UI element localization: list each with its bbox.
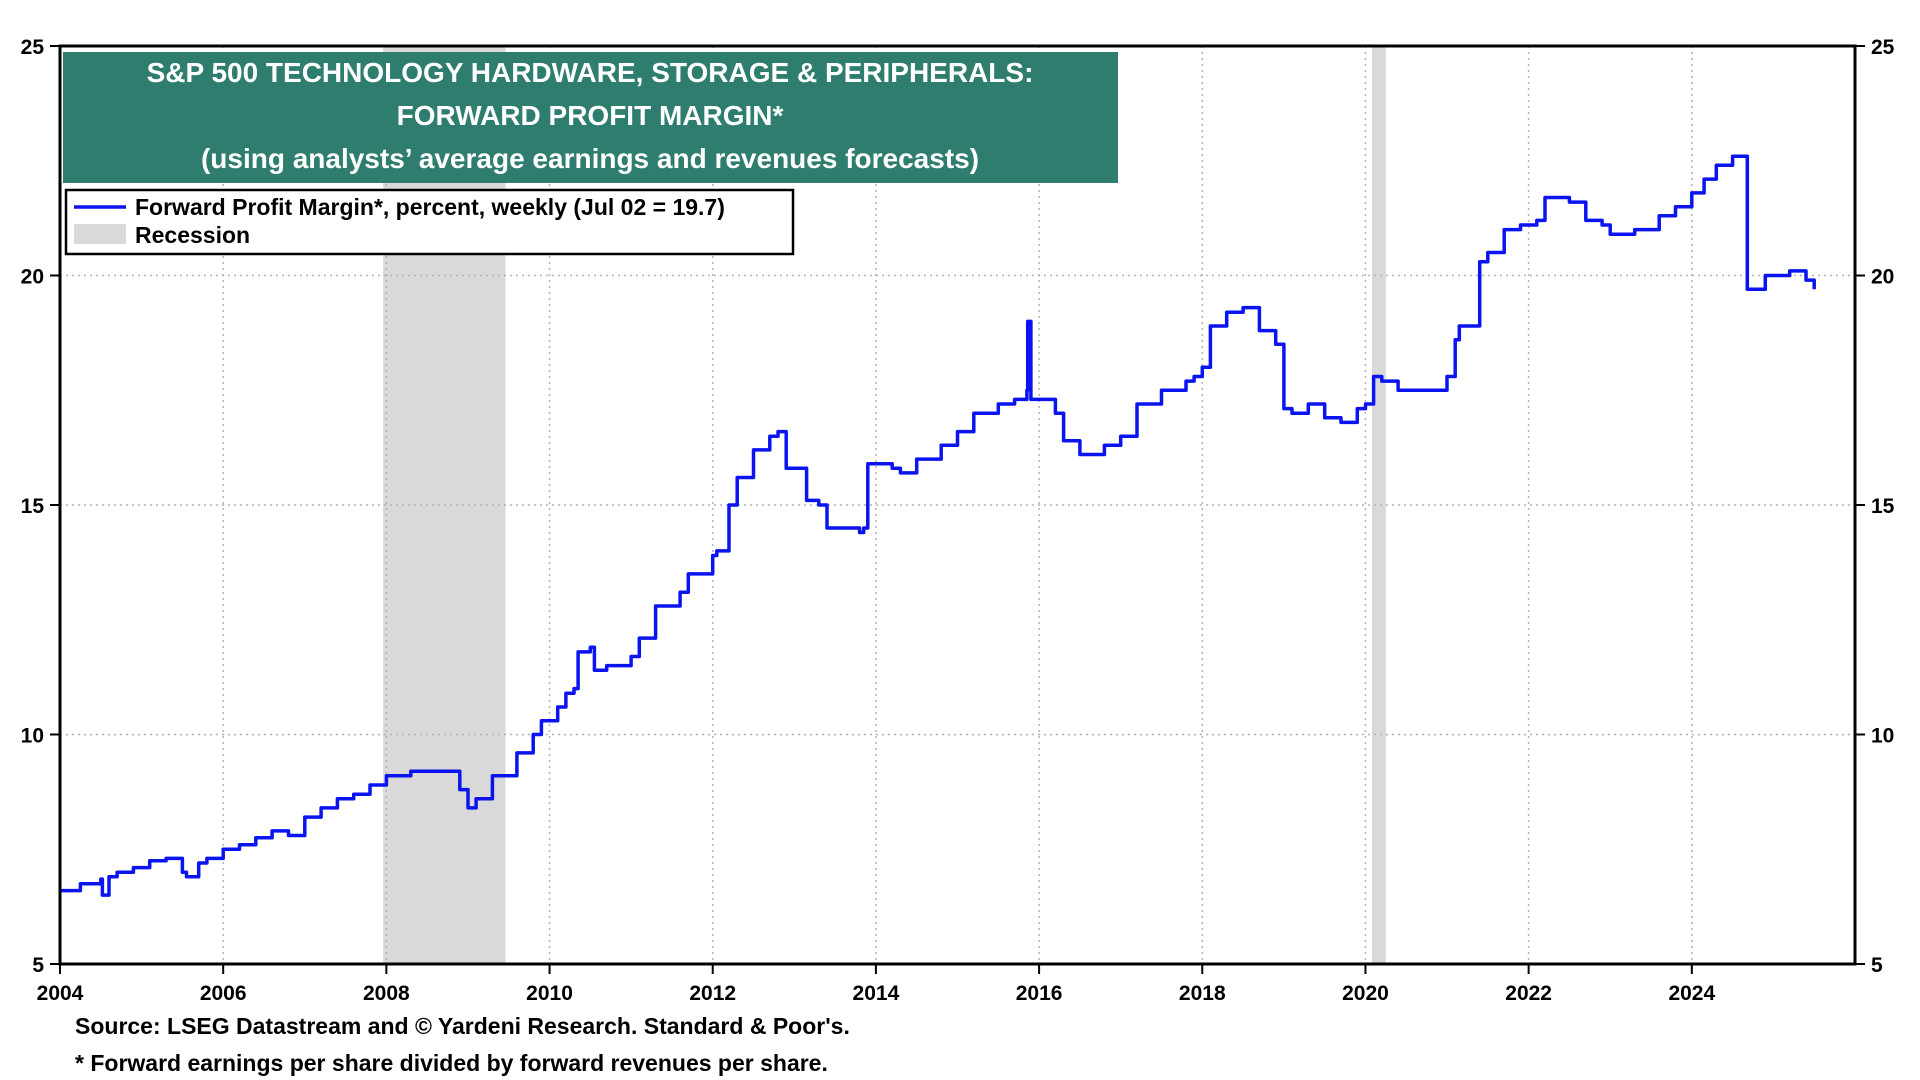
chart-title-line-2: FORWARD PROFIT MARGIN*	[397, 100, 784, 131]
y-left-tick-label-2: 15	[21, 495, 45, 518]
tick-layer: 2004 2006 2008 2010 2012 2014 2016 2018 2020 2022…	[21, 36, 1895, 1005]
x-tick-label-0: 2004	[37, 982, 84, 1005]
x-tick-label-9: 2022	[1505, 982, 1552, 1005]
title-box: S&P 500 TECHNOLOGY HARDWARE, STORAGE & P…	[63, 52, 1118, 183]
legend-series-label: Forward Profit Margin*, percent, weekly …	[135, 194, 725, 220]
x-tick-label-3: 2010	[526, 982, 573, 1005]
y-right-tick-label-4: 25	[1871, 36, 1895, 59]
x-tick-label-4: 2012	[689, 982, 736, 1005]
legend-recession-swatch	[74, 224, 126, 244]
y-left-tick-label-0: 5	[32, 954, 44, 977]
x-tick-label-10: 2024	[1668, 982, 1715, 1005]
grid-layer	[60, 46, 1855, 964]
x-tick-label-8: 2020	[1342, 982, 1389, 1005]
y-right-tick-label-1: 10	[1871, 725, 1894, 748]
y-left-tick-label-1: 10	[21, 725, 44, 748]
recession-layer	[383, 46, 1386, 964]
legend-box	[64, 188, 795, 256]
series-line-0	[60, 154, 1816, 897]
title-box-background	[63, 52, 1118, 183]
chart-title-line-1: S&P 500 TECHNOLOGY HARDWARE, STORAGE & P…	[147, 57, 1034, 88]
definition-footnote: * Forward earnings per share divided by …	[75, 1050, 828, 1076]
x-tick-label-5: 2014	[853, 982, 900, 1005]
y-left-tick-label-3: 20	[21, 266, 44, 289]
y-left-tick-label-4: 25	[21, 36, 45, 59]
x-tick-label-2: 2008	[363, 982, 410, 1005]
x-tick-label-7: 2018	[1179, 982, 1226, 1005]
y-right-tick-label-2: 15	[1871, 495, 1895, 518]
legend: Forward Profit Margin*, percent, weekly …	[64, 188, 795, 256]
y-right-tick-label-0: 5	[1871, 954, 1883, 977]
x-tick-label-6: 2016	[1016, 982, 1063, 1005]
source-footnote: Source: LSEG Datastream and © Yardeni Re…	[75, 1013, 850, 1039]
legend-recession-label: Recession	[135, 222, 250, 248]
series-layer	[60, 154, 1816, 897]
x-tick-label-1: 2006	[200, 982, 247, 1005]
y-right-tick-label-3: 20	[1871, 266, 1894, 289]
chart-title-line-3: (using analysts’ average earnings and re…	[201, 143, 979, 174]
